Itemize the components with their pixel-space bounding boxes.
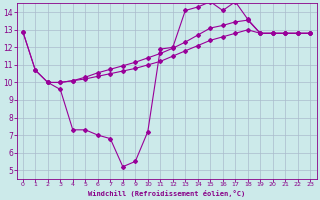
X-axis label: Windchill (Refroidissement éolien,°C): Windchill (Refroidissement éolien,°C): [88, 190, 245, 197]
